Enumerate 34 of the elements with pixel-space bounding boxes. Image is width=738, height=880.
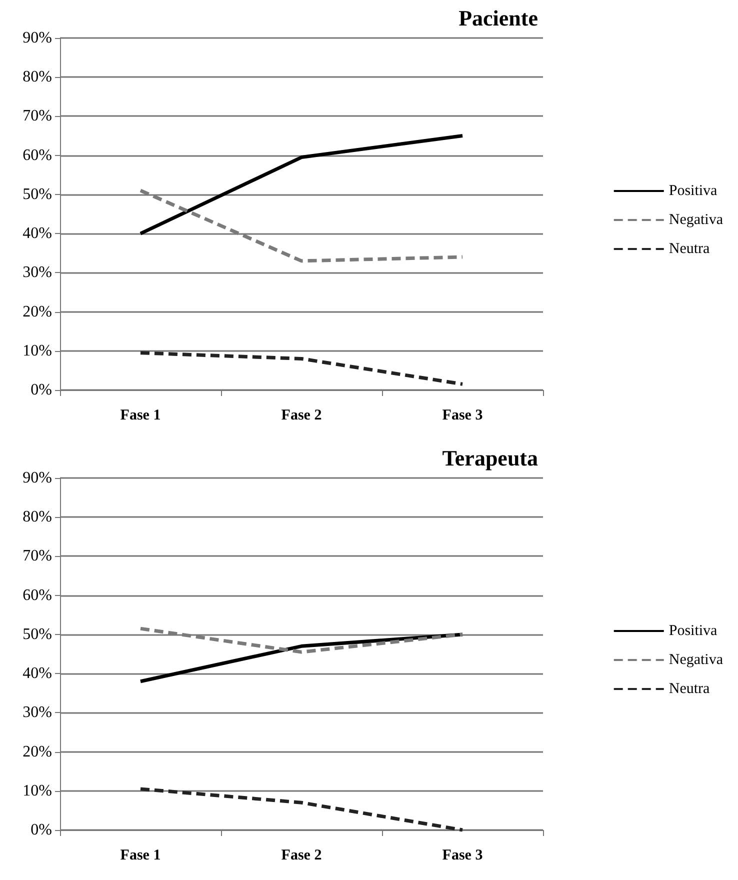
y-tick-label: 70% (22, 548, 52, 565)
legend-label: Positiva (668, 623, 718, 639)
y-tick-label: 40% (22, 665, 52, 682)
y-tick-label: 40% (22, 225, 52, 242)
x-tick-label: Fase 3 (442, 848, 483, 864)
y-tick-label: 80% (22, 508, 52, 526)
legend-label: Negativa (668, 652, 724, 668)
y-tick-label: 20% (22, 743, 52, 760)
legend-label: Neutra (668, 241, 710, 257)
x-tick-label: Fase 1 (120, 848, 161, 864)
chart-title: Paciente (458, 6, 538, 30)
legend-label: Neutra (668, 681, 710, 697)
x-tick-label: Fase 3 (442, 408, 483, 424)
chart-title: Terapeuta (442, 446, 538, 470)
y-tick-label: 10% (22, 342, 52, 360)
x-tick-label: Fase 2 (281, 408, 322, 424)
y-tick-label: 90% (22, 30, 52, 46)
y-tick-label: 60% (22, 146, 52, 164)
y-tick-label: 50% (22, 186, 52, 203)
y-tick-label: 50% (22, 626, 52, 643)
y-tick-label: 20% (22, 303, 52, 320)
y-tick-label: 90% (22, 470, 52, 486)
y-tick-label: 0% (30, 822, 52, 838)
y-tick-label: 30% (22, 704, 52, 722)
y-tick-label: 0% (30, 382, 52, 398)
y-tick-label: 10% (22, 782, 52, 800)
legend-label: Negativa (668, 212, 724, 228)
x-tick-label: Fase 2 (281, 848, 322, 864)
legend-label: Positiva (668, 183, 718, 199)
y-tick-label: 70% (22, 108, 52, 125)
x-tick-label: Fase 1 (120, 408, 161, 424)
y-tick-label: 60% (22, 586, 52, 604)
y-tick-label: 30% (22, 264, 52, 282)
y-tick-label: 80% (22, 68, 52, 86)
